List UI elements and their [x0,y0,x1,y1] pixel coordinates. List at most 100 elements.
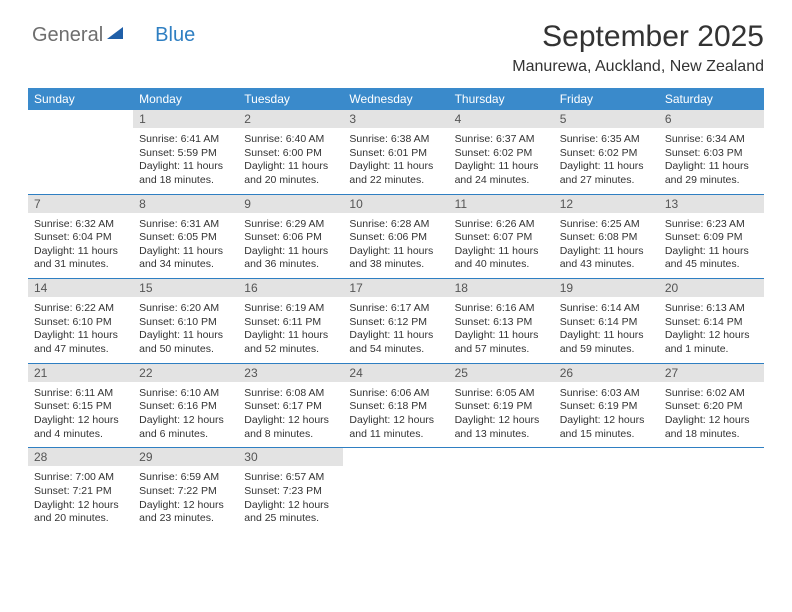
daylight-text: Daylight: 11 hours and 57 minutes. [455,329,548,356]
day-number: 14 [28,278,133,298]
calendar-page: General Blue September 2025 Manurewa, Au… [0,0,792,552]
calendar-week-row: 7Sunrise: 6:32 AMSunset: 6:04 PMDaylight… [28,194,764,279]
day-number [659,447,764,465]
daylight-text: Daylight: 11 hours and 38 minutes. [349,245,442,272]
cell-content: 23Sunrise: 6:08 AMSunset: 6:17 PMDayligh… [238,363,343,448]
sunrise-text: Sunrise: 6:05 AM [455,387,548,401]
calendar-cell: 19Sunrise: 6:14 AMSunset: 6:14 PMDayligh… [554,278,659,363]
daylight-text: Daylight: 11 hours and 54 minutes. [349,329,442,356]
calendar-cell [28,110,133,194]
sunset-text: Sunset: 6:07 PM [455,231,548,245]
sunset-text: Sunset: 7:22 PM [139,485,232,499]
daylight-text: Daylight: 12 hours and 23 minutes. [139,499,232,526]
cell-content: 25Sunrise: 6:05 AMSunset: 6:19 PMDayligh… [449,363,554,448]
calendar-week-row: 1Sunrise: 6:41 AMSunset: 5:59 PMDaylight… [28,110,764,194]
cell-content: 22Sunrise: 6:10 AMSunset: 6:16 PMDayligh… [133,363,238,448]
sunset-text: Sunset: 6:11 PM [244,316,337,330]
sunset-text: Sunset: 6:14 PM [665,316,758,330]
month-title: September 2025 [512,20,764,54]
sunset-text: Sunset: 6:14 PM [560,316,653,330]
day-number: 2 [238,110,343,129]
day-number: 17 [343,278,448,298]
daylight-text: Daylight: 11 hours and 59 minutes. [560,329,653,356]
cell-content: 13Sunrise: 6:23 AMSunset: 6:09 PMDayligh… [659,194,764,279]
cell-content [28,110,133,190]
sunrise-text: Sunrise: 6:13 AM [665,302,758,316]
sunrise-text: Sunrise: 6:02 AM [665,387,758,401]
cell-content: 9Sunrise: 6:29 AMSunset: 6:06 PMDaylight… [238,194,343,279]
sunrise-text: Sunrise: 6:37 AM [455,133,548,147]
calendar-cell: 5Sunrise: 6:35 AMSunset: 6:02 PMDaylight… [554,110,659,194]
sunrise-text: Sunrise: 6:23 AM [665,218,758,232]
calendar-cell: 26Sunrise: 6:03 AMSunset: 6:19 PMDayligh… [554,363,659,448]
sunset-text: Sunset: 6:02 PM [455,147,548,161]
cell-content: 10Sunrise: 6:28 AMSunset: 6:06 PMDayligh… [343,194,448,279]
cell-content: 21Sunrise: 6:11 AMSunset: 6:15 PMDayligh… [28,363,133,448]
sunset-text: Sunset: 6:15 PM [34,400,127,414]
calendar-week-row: 14Sunrise: 6:22 AMSunset: 6:10 PMDayligh… [28,278,764,363]
calendar-cell: 12Sunrise: 6:25 AMSunset: 6:08 PMDayligh… [554,194,659,279]
sunrise-text: Sunrise: 6:28 AM [349,218,442,232]
calendar-cell: 13Sunrise: 6:23 AMSunset: 6:09 PMDayligh… [659,194,764,279]
weekday-header: Thursday [449,88,554,110]
calendar-cell [449,447,554,532]
cell-content: 7Sunrise: 6:32 AMSunset: 6:04 PMDaylight… [28,194,133,279]
calendar-cell: 6Sunrise: 6:34 AMSunset: 6:03 PMDaylight… [659,110,764,194]
cell-content: 17Sunrise: 6:17 AMSunset: 6:12 PMDayligh… [343,278,448,363]
day-number: 13 [659,194,764,214]
title-block: September 2025 Manurewa, Auckland, New Z… [512,20,764,76]
sunset-text: Sunset: 6:19 PM [455,400,548,414]
brand-logo: General Blue [28,20,195,47]
calendar-cell: 23Sunrise: 6:08 AMSunset: 6:17 PMDayligh… [238,363,343,448]
cell-content: 14Sunrise: 6:22 AMSunset: 6:10 PMDayligh… [28,278,133,363]
cell-content: 20Sunrise: 6:13 AMSunset: 6:14 PMDayligh… [659,278,764,363]
sunset-text: Sunset: 6:06 PM [244,231,337,245]
daylight-text: Daylight: 11 hours and 31 minutes. [34,245,127,272]
cell-content: 11Sunrise: 6:26 AMSunset: 6:07 PMDayligh… [449,194,554,279]
calendar-table: Sunday Monday Tuesday Wednesday Thursday… [28,88,764,532]
day-number: 30 [238,447,343,467]
sunrise-text: Sunrise: 6:11 AM [34,387,127,401]
sunrise-text: Sunrise: 6:06 AM [349,387,442,401]
sunrise-text: Sunrise: 6:57 AM [244,471,337,485]
sunrise-text: Sunrise: 6:32 AM [34,218,127,232]
sunrise-text: Sunrise: 6:10 AM [139,387,232,401]
cell-content: 2Sunrise: 6:40 AMSunset: 6:00 PMDaylight… [238,110,343,194]
cell-content: 27Sunrise: 6:02 AMSunset: 6:20 PMDayligh… [659,363,764,448]
cell-content: 15Sunrise: 6:20 AMSunset: 6:10 PMDayligh… [133,278,238,363]
calendar-cell: 7Sunrise: 6:32 AMSunset: 6:04 PMDaylight… [28,194,133,279]
cell-content [554,447,659,527]
day-number [28,110,133,128]
sunrise-text: Sunrise: 6:08 AM [244,387,337,401]
day-number: 7 [28,194,133,214]
sunrise-text: Sunrise: 6:59 AM [139,471,232,485]
daylight-text: Daylight: 11 hours and 36 minutes. [244,245,337,272]
sunrise-text: Sunrise: 6:40 AM [244,133,337,147]
sunrise-text: Sunrise: 6:19 AM [244,302,337,316]
sunset-text: Sunset: 6:10 PM [139,316,232,330]
daylight-text: Daylight: 12 hours and 11 minutes. [349,414,442,441]
day-number: 15 [133,278,238,298]
calendar-cell: 20Sunrise: 6:13 AMSunset: 6:14 PMDayligh… [659,278,764,363]
daylight-text: Daylight: 11 hours and 18 minutes. [139,160,232,187]
daylight-text: Daylight: 12 hours and 8 minutes. [244,414,337,441]
daylight-text: Daylight: 12 hours and 18 minutes. [665,414,758,441]
day-number: 10 [343,194,448,214]
sunset-text: Sunset: 6:13 PM [455,316,548,330]
calendar-cell [343,447,448,532]
calendar-cell: 24Sunrise: 6:06 AMSunset: 6:18 PMDayligh… [343,363,448,448]
sunset-text: Sunset: 6:10 PM [34,316,127,330]
day-number: 11 [449,194,554,214]
calendar-cell: 29Sunrise: 6:59 AMSunset: 7:22 PMDayligh… [133,447,238,532]
daylight-text: Daylight: 12 hours and 1 minute. [665,329,758,356]
sunset-text: Sunset: 6:01 PM [349,147,442,161]
location-text: Manurewa, Auckland, New Zealand [512,58,764,76]
daylight-text: Daylight: 11 hours and 20 minutes. [244,160,337,187]
sunset-text: Sunset: 6:02 PM [560,147,653,161]
calendar-cell: 2Sunrise: 6:40 AMSunset: 6:00 PMDaylight… [238,110,343,194]
calendar-cell: 9Sunrise: 6:29 AMSunset: 6:06 PMDaylight… [238,194,343,279]
sunset-text: Sunset: 6:18 PM [349,400,442,414]
cell-content: 12Sunrise: 6:25 AMSunset: 6:08 PMDayligh… [554,194,659,279]
cell-content: 18Sunrise: 6:16 AMSunset: 6:13 PMDayligh… [449,278,554,363]
sunrise-text: Sunrise: 6:31 AM [139,218,232,232]
